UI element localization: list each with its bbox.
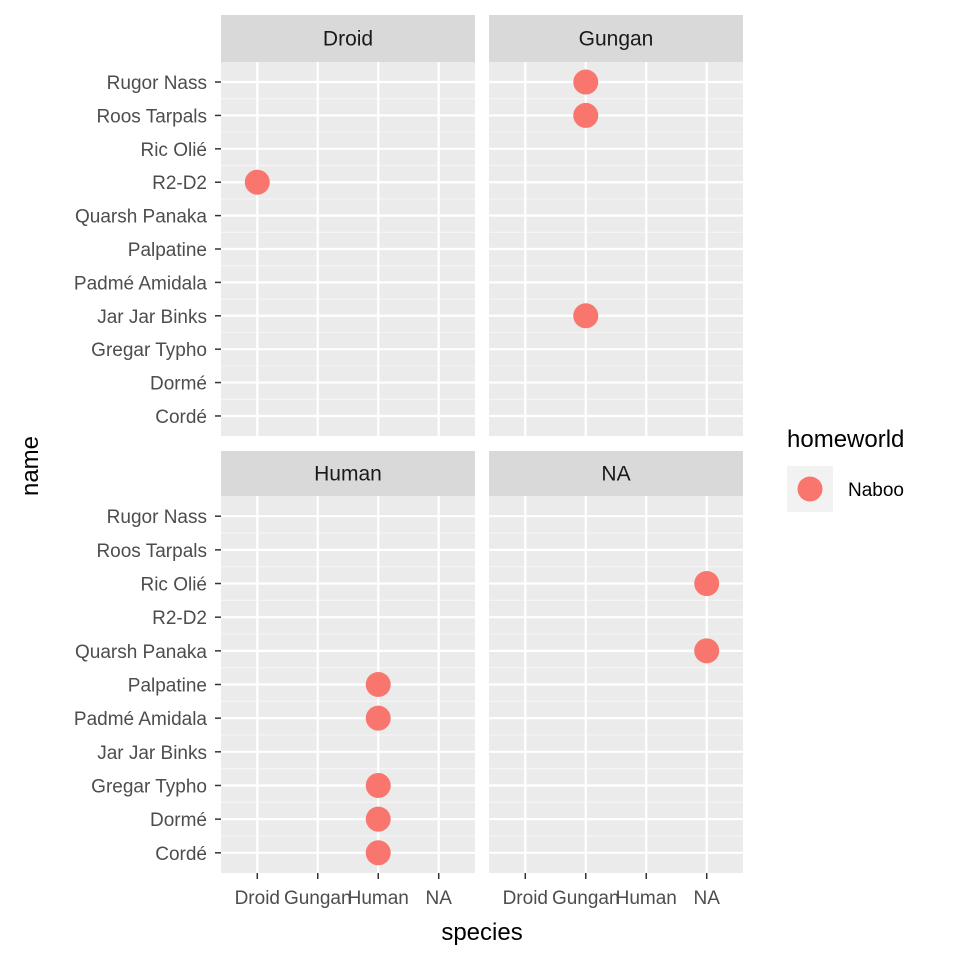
facet-panel-gungan: Gungan [489,15,743,436]
y-tick-label: Palpatine [128,676,207,697]
y-tick-label: Ric Olié [140,575,207,596]
y-axis-title: name [17,436,44,496]
facet-strip-droid [221,15,475,62]
y-tick-label: Quarsh Panaka [75,642,207,663]
data-point [573,303,599,329]
y-tick-label: Roos Tarpals [96,106,207,127]
legend-title: homeworld [787,426,904,453]
x-tick-label: Gungan [284,888,352,909]
y-tick-label: Rugor Nass [107,73,207,94]
y-tick-label: Palpatine [128,240,207,261]
x-tick-label: Droid [235,888,280,909]
y-tick-label: R2-D2 [152,608,207,629]
x-tick-label: Droid [503,888,548,909]
data-point [365,672,391,697]
y-tick-label: Roos Tarpals [96,541,207,562]
facet-strip-na [489,451,743,496]
x-tick-label: NA [694,888,721,909]
facet-panel-droid: Droid Cordé Dormé Gregar Typho Jar Jar Binks… [74,15,475,436]
data-point [573,69,599,95]
legend-key-point [797,476,823,502]
facet-strip-gungan [489,15,743,62]
y-tick-label: Quarsh Panaka [75,207,207,228]
y-tick-label: Cordé [155,407,207,428]
facet-strip-label-human: Human [314,463,382,486]
legend-label: Naboo [848,480,904,501]
data-point [694,638,720,664]
facet-strip-human [221,451,475,496]
data-point [365,840,391,866]
y-tick-label: Rugor Nass [107,507,207,528]
facet-strip-label-droid: Droid [323,28,373,51]
x-tick-label: Human [616,888,677,909]
y-tick-label: Dormé [150,374,207,395]
y-tick-label: Dormé [150,810,207,831]
y-tick-label: Cordé [155,844,207,865]
data-point [365,772,391,798]
x-tick-label: Human [348,888,409,909]
y-tick-label: Gregar Typho [91,340,207,361]
facet-strip-label-na: NA [601,463,630,486]
data-point [365,705,391,731]
y-tick-label: Jar Jar Binks [97,307,207,328]
facet-panels: Droid Cordé Dormé Gregar Typho Jar Jar Binks… [74,15,743,909]
y-tick-label: Padmé Amidala [74,273,208,294]
y-tick-label: Ric Olié [140,140,207,161]
legend: homeworld Naboo [787,426,904,512]
data-point [694,571,720,597]
x-tick-label: Gungan [552,888,620,909]
data-point [365,806,391,832]
y-tick-label: Gregar Typho [91,776,207,797]
x-tick-label: NA [426,888,453,909]
facet-strip-label-gungan: Gungan [579,28,654,51]
x-axis-title: species [441,919,522,946]
y-tick-label: R2-D2 [152,173,207,194]
data-point [244,169,270,195]
data-point [573,102,599,128]
facet-panel-human: Human Cordé Dormé Gregar Typho Jar Jar Binks… [74,451,475,909]
y-tick-label: Jar Jar Binks [97,743,207,764]
y-tick-label: Padmé Amidala [74,709,208,730]
